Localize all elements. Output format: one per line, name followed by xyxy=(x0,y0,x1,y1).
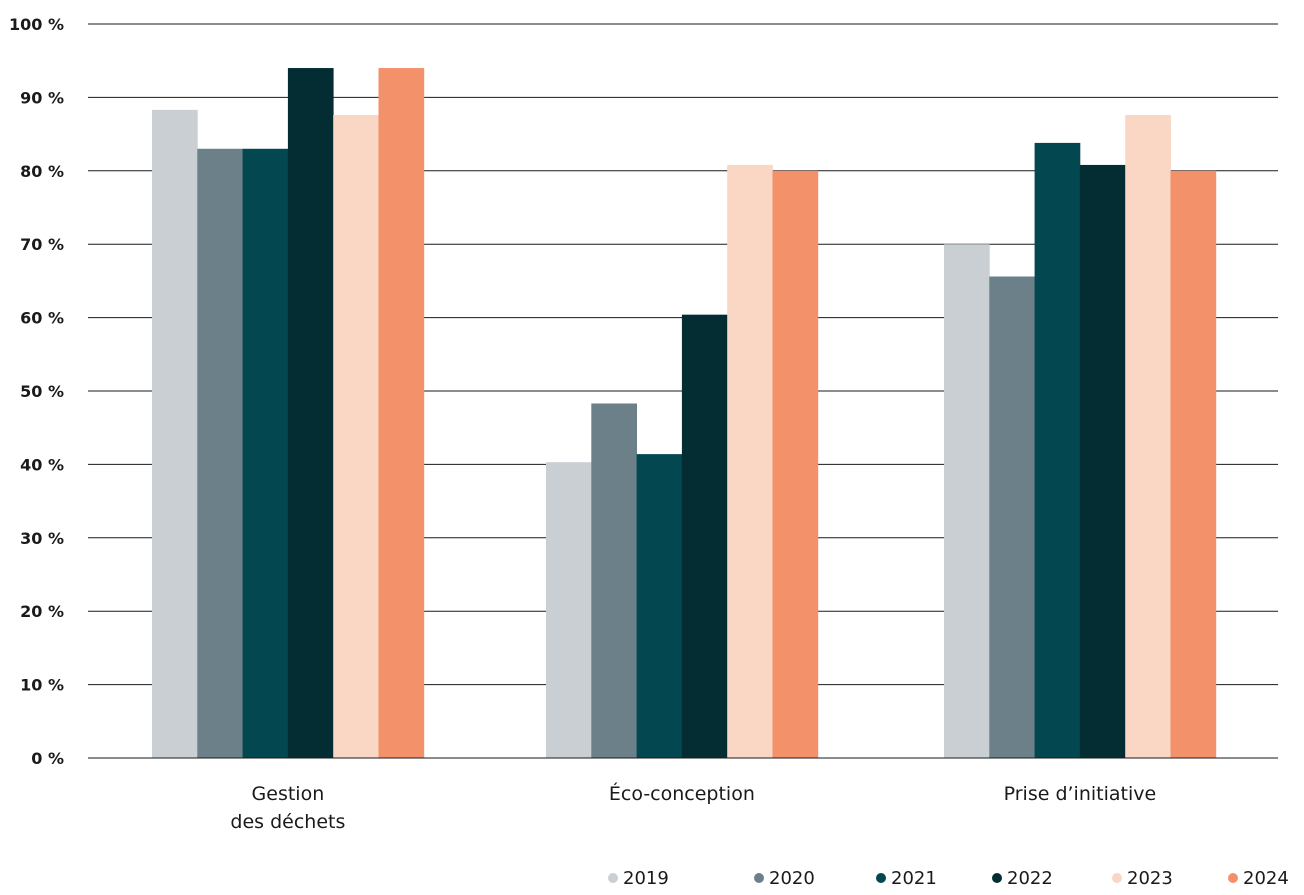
bar-2023-cat2 xyxy=(1125,115,1171,759)
legend-swatch xyxy=(992,873,1002,883)
category-labels: Gestion des déchets Éco-conception Prise d’… xyxy=(230,782,1156,833)
y-tick-label: 40 % xyxy=(20,455,64,474)
legend-swatch xyxy=(1112,873,1122,883)
bar-2021-cat2 xyxy=(1034,142,1081,758)
y-tick-label: 10 % xyxy=(20,676,64,695)
bar-2022-cat2 xyxy=(1079,164,1126,759)
category-label-line: Éco-conception xyxy=(609,782,755,805)
category-label: Éco-conception xyxy=(609,782,755,805)
legend-label: 2019 xyxy=(623,868,669,889)
legend-item-2024: 2024 xyxy=(1228,868,1289,889)
legend-label: 2024 xyxy=(1243,868,1289,889)
bar-2020-cat2 xyxy=(989,276,1035,758)
bar-2024-cat0 xyxy=(378,68,425,759)
bar-2023-cat0 xyxy=(333,115,379,759)
bar-2021-cat0 xyxy=(242,148,289,758)
bar-2019-cat2 xyxy=(944,244,990,758)
legend-label: 2020 xyxy=(769,868,815,889)
legend-swatch xyxy=(754,873,764,883)
category-label-line: Gestion xyxy=(252,783,325,805)
y-tick-label: 90 % xyxy=(20,88,64,107)
legend-label: 2021 xyxy=(891,868,937,889)
bar-2019-cat1 xyxy=(546,462,592,758)
y-tick-label: 100 % xyxy=(9,15,64,34)
legend-label: 2023 xyxy=(1127,868,1173,889)
y-axis-tick-labels: 0 % 10 % 20 % 30 % 40 % 50 % 60 % 70 % 80 % 90 % 1… xyxy=(9,15,64,768)
y-tick-label: 60 % xyxy=(20,309,64,328)
bar-2019-cat0 xyxy=(152,109,198,759)
bars xyxy=(88,68,1278,759)
bar-2021-cat1 xyxy=(636,454,683,758)
category-label-line: des déchets xyxy=(230,811,345,833)
legend-swatch xyxy=(876,873,886,883)
bar-2024-cat2 xyxy=(1170,170,1217,759)
legend-swatch xyxy=(1228,873,1238,883)
category-label-line: Prise d’initiative xyxy=(1004,783,1157,805)
bar-2024-cat1 xyxy=(772,170,819,759)
bar-2020-cat0 xyxy=(197,148,243,758)
legend-item-2023: 2023 xyxy=(1112,868,1173,889)
category-label: Gestion des déchets xyxy=(230,783,345,833)
category-label: Prise d’initiative xyxy=(1004,783,1157,805)
y-tick-label: 30 % xyxy=(20,529,64,548)
y-tick-label: 20 % xyxy=(20,602,64,621)
y-tick-label: 0 % xyxy=(31,749,64,768)
bar-2022-cat1 xyxy=(681,314,728,758)
bar-2022-cat0 xyxy=(287,68,334,759)
y-tick-label: 50 % xyxy=(20,382,64,401)
bar-2023-cat1 xyxy=(727,164,773,759)
y-tick-label: 70 % xyxy=(20,235,64,254)
legend-item-2019: 2019 xyxy=(608,868,669,889)
legend-label: 2022 xyxy=(1007,868,1053,889)
y-tick-label: 80 % xyxy=(20,162,64,181)
legend-item-2021: 2021 xyxy=(876,868,937,889)
legend-swatch xyxy=(608,873,618,883)
bar-2020-cat1 xyxy=(591,403,637,758)
legend-item-2022: 2022 xyxy=(992,868,1053,889)
legend: 2019 2020 2021 2022 2023 2024 xyxy=(608,868,1289,889)
legend-item-2020: 2020 xyxy=(754,868,815,889)
